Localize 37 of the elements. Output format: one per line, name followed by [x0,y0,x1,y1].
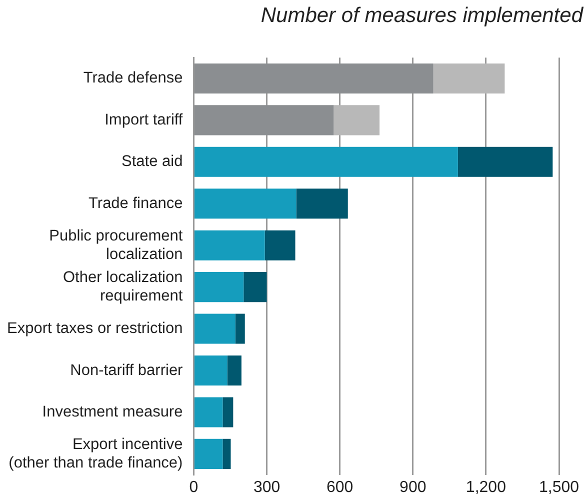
y-tick-label: Trade defense [83,70,183,87]
x-tick-label: 900 [400,478,426,496]
x-tick-label: 1,500 [538,478,580,496]
bar [194,105,334,136]
bar [458,146,553,177]
x-tick-label: 300 [253,478,280,496]
y-tick-label: Import tariff [104,111,184,128]
y-tick-label: Export taxes or restriction [6,320,183,338]
bar [194,272,244,302]
bar [194,314,236,344]
y-tick-label: Public procurement localization [49,227,184,263]
bar [194,146,458,177]
bar [194,355,228,386]
bar [194,438,223,469]
bar [194,397,223,428]
x-tick-label: 1,200 [466,478,506,496]
bar [433,63,505,94]
bar [222,397,234,428]
bar [227,355,242,386]
y-tick-label: Other localization requirement [62,269,184,305]
y-tick-label: Export incentive (other than trade finance) [8,436,183,472]
x-tick-label: 600 [326,478,354,496]
y-tick-label: Non-tariff barrier [70,362,183,379]
y-tick-label: Investment measure [42,404,183,420]
y-tick-label: Trade finance [88,194,183,212]
bar [194,188,296,219]
chart-title: Number of measures implemented [260,4,583,28]
bar [244,272,267,302]
bar [194,63,434,94]
x-tick-label: 0 [189,478,198,496]
bar [222,438,231,469]
y-tick-label: State aid [122,153,183,170]
bar [296,188,348,219]
bar [264,230,296,260]
bar [235,314,245,344]
bar [334,105,380,136]
bar [194,230,265,260]
